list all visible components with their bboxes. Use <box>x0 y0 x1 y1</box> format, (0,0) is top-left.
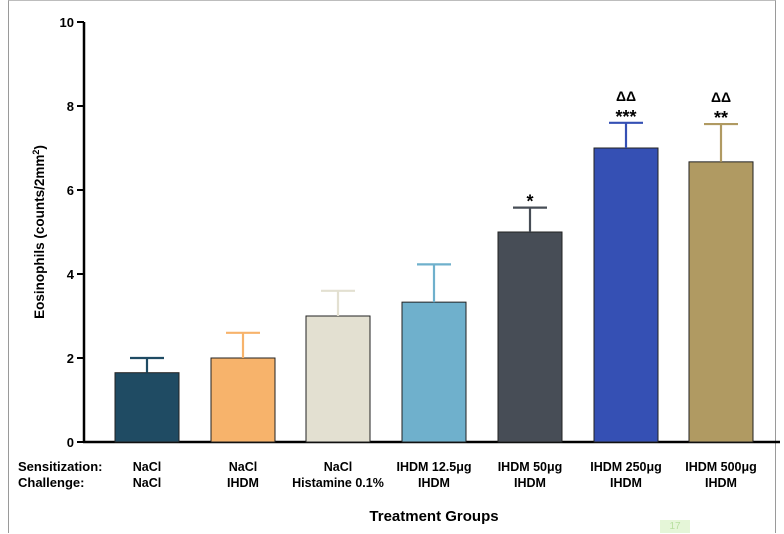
bars <box>114 147 754 443</box>
significance-annotations: * ΔΔ *** ΔΔ ** <box>526 88 731 212</box>
y-tick-label: 6 <box>67 183 74 198</box>
significance-marker: ** <box>714 108 728 128</box>
bar <box>114 372 180 443</box>
significance-marker: * <box>526 192 533 212</box>
significance-marker: ΔΔ <box>616 88 636 104</box>
x-tick-labels: NaCl NaCl NaCl IHDM NaCl Histamine 0.1% IHDM 1… <box>133 460 757 490</box>
x-tick-label-challenge: IHDM <box>610 476 642 490</box>
y-axis-label: Eosinophils (counts/2mm2) <box>31 145 47 319</box>
y-tick-label: 10 <box>60 15 74 30</box>
bar <box>305 315 371 443</box>
x-tick-label-sensitization: IHDM 12.5μg <box>396 460 471 474</box>
x-tick-label-challenge: NaCl <box>133 476 161 490</box>
x-tick-label-sensitization: IHDM 50μg <box>498 460 563 474</box>
figure-frame <box>8 0 776 533</box>
x-tick-label-sensitization: IHDM 250μg <box>590 460 662 474</box>
significance-marker: *** <box>615 107 636 127</box>
bar <box>401 301 467 443</box>
x-tick-label-sensitization: IHDM 500μg <box>685 460 757 474</box>
x-tick-label-challenge: IHDM <box>418 476 450 490</box>
error-bars <box>130 121 738 373</box>
bar <box>497 231 563 443</box>
bar <box>688 161 754 443</box>
significance-marker: ΔΔ <box>711 89 731 105</box>
x-tick-label-challenge: IHDM <box>227 476 259 490</box>
x-axis-title: Treatment Groups <box>369 508 498 525</box>
row-label-challenge: Challenge: <box>18 475 84 490</box>
bar <box>593 147 659 443</box>
y-tick-label: 2 <box>67 351 74 366</box>
x-tick-label-challenge: IHDM <box>705 476 737 490</box>
bar <box>210 357 276 443</box>
x-tick-label-challenge: IHDM <box>514 476 546 490</box>
page-number-watermark: 17 <box>660 520 690 533</box>
x-tick-label-sensitization: NaCl <box>229 460 257 474</box>
y-ticks: 0 2 4 6 8 10 <box>60 15 84 450</box>
y-tick-label: 4 <box>67 267 75 282</box>
y-tick-label: 8 <box>67 99 74 114</box>
x-tick-label-sensitization: NaCl <box>133 460 161 474</box>
row-label-sensitization: Sensitization: <box>18 459 103 474</box>
x-tick-label-challenge: Histamine 0.1% <box>292 476 384 490</box>
y-tick-label: 0 <box>67 435 74 450</box>
x-tick-label-sensitization: NaCl <box>324 460 352 474</box>
